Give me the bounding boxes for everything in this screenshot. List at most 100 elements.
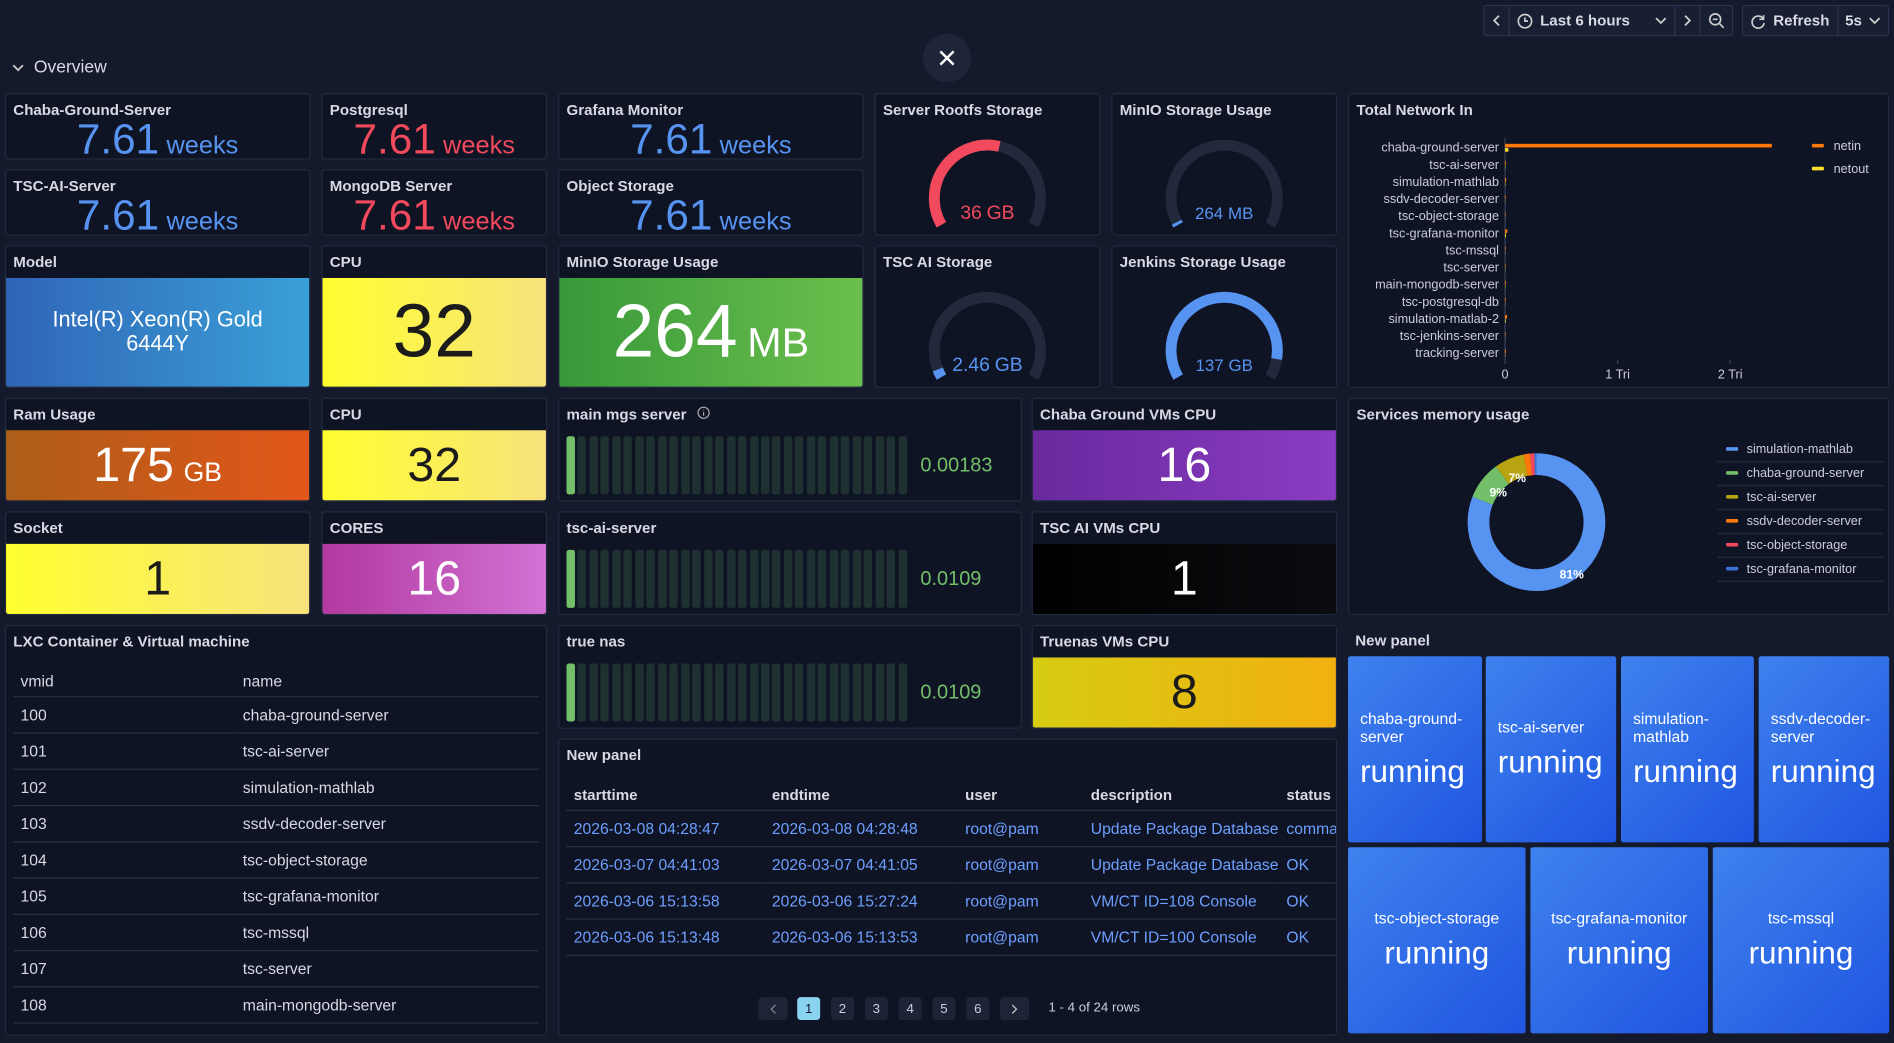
bar-cell [852,663,861,722]
column-header[interactable]: endtime [764,779,958,811]
panel-title[interactable]: Jenkins Storage Usage [1119,253,1286,271]
panel-title[interactable]: Model [13,253,57,271]
panel-title[interactable]: New panel [1355,632,1430,650]
table-cell: OK [1279,882,1336,920]
gauge: 264 MB [1165,139,1283,228]
status-tile[interactable]: tsc-ai-server running [1485,656,1617,843]
bar-cell [852,436,861,495]
stat-value: 8 [1171,666,1198,719]
panel-title[interactable]: TSC AI Storage [882,253,993,271]
zoom-out[interactable] [1701,6,1732,35]
panel: main mgs server 0.00183 [558,397,1022,502]
bar-cell [886,549,896,608]
column-header[interactable]: starttime [566,779,765,811]
bar-cell [566,436,575,495]
stat-value: 7.61 weeks [559,118,862,158]
info-icon [697,406,711,423]
table-cell: simulation-mathlab [235,769,539,807]
table-cell: command 'apt- [1279,810,1336,848]
time-back[interactable] [1485,6,1510,36]
bar-cell [829,436,839,495]
panel-title[interactable]: Chaba-Ground-Server [13,101,172,119]
row-title[interactable]: Overview [33,58,107,78]
panel-title[interactable]: main mgs server [567,406,711,423]
page-button[interactable]: 5 [932,997,956,1021]
page-button[interactable]: 1 [797,997,821,1021]
bar-cell [875,663,884,722]
stat-background: 8 [1032,657,1336,728]
legend-label: netout [1834,162,1870,176]
table-cell: 108 [13,986,236,1024]
panel-title[interactable]: Server Rootfs Storage [882,101,1043,119]
table-cell: 2026-03-06 15:13:53 [764,919,958,957]
page-button[interactable]: 4 [898,997,922,1021]
bar-cell [703,549,713,608]
bar-cell [841,436,850,495]
panel-title[interactable]: tsc-ai-server [566,519,657,537]
unit: GB [987,203,1015,224]
panel-title[interactable]: CPU [329,406,362,424]
panel-title[interactable]: TSC AI VMs CPU [1040,519,1161,537]
page-button[interactable]: 3 [864,997,888,1021]
panel-title[interactable]: MinIO Storage Usage [1119,101,1272,119]
legend-label: ssdv-decoder-server [1747,514,1863,528]
panel-title[interactable]: New panel [566,746,642,764]
page-button[interactable]: 6 [966,997,990,1021]
table-cell: 2026-03-07 04:41:05 [764,846,958,884]
panel-title[interactable]: TSC-AI-Server [13,177,116,195]
page-prev[interactable] [758,997,788,1021]
column-header[interactable]: status [1279,779,1336,811]
column-header[interactable]: description [1083,779,1280,811]
legend-swatch [1811,143,1824,148]
legend-label: tsc-object-storage [1747,538,1848,552]
table-cell: tsc-server [235,950,539,988]
status-tile[interactable]: tsc-grafana-monitor running [1530,847,1708,1034]
column-header[interactable]: name [235,665,539,698]
panel: CORES 16 [321,511,548,616]
category-label: chaba-ground-server [1381,141,1499,155]
bar-cell [749,436,758,495]
page-button[interactable]: 2 [831,997,854,1021]
panel-title[interactable]: Total Network In [1356,101,1473,119]
refresh-interval[interactable]: 5s [1838,6,1889,35]
row-collapse-icon[interactable] [12,63,24,73]
panel-title[interactable]: Chaba Ground VMs CPU [1040,406,1217,424]
status-tile[interactable]: tsc-mssql running [1712,847,1890,1034]
bar [1505,212,1506,216]
bar-cell [898,663,907,722]
panel-title[interactable]: Postgresql [329,101,408,119]
panel-title[interactable]: MongoDB Server [329,177,453,195]
category-label: ssdv-decoder-server [1384,192,1500,206]
panel-title[interactable]: CPU [329,253,362,271]
refresh-button[interactable]: Refresh [1743,6,1838,36]
column-header[interactable]: vmid [13,665,236,698]
column-header[interactable]: user [957,779,1084,811]
panel-title[interactable]: MinIO Storage Usage [566,253,719,271]
panel: MongoDB Server 7.61 weeks [321,169,548,236]
category-label: tsc-ai-server [1429,158,1499,172]
value: 8 [1170,665,1198,720]
time-forward[interactable] [1675,6,1701,36]
panel-title[interactable]: Socket [13,519,63,537]
unit: weeks [443,207,515,236]
panel-title[interactable]: true nas [566,633,626,651]
status-tile[interactable]: simulation-mathlab running [1621,656,1754,843]
panel-title[interactable]: CORES [329,519,384,537]
status-tile[interactable]: ssdv-decoder-server running [1758,656,1890,843]
time-range-label: Last 6 hours [1540,12,1630,30]
panel-title[interactable]: Truenas VMs CPU [1040,633,1170,651]
status-tile[interactable]: tsc-object-storage running [1348,847,1526,1034]
panel-title[interactable]: Services memory usage [1356,406,1530,424]
bar-cell [600,436,610,495]
time-range[interactable]: Last 6 hours [1510,6,1676,36]
panel-title[interactable]: Ram Usage [13,406,96,424]
panel-title[interactable]: LXC Container & Virtual machine [13,633,250,651]
bar-cell [692,549,701,608]
status-tile[interactable]: chaba-ground-server running [1348,656,1483,843]
panel-title[interactable]: Grafana Monitor [566,101,684,119]
value: 7.61 [353,116,436,160]
close-button[interactable] [922,33,972,83]
time-picker: Last 6 hours [1483,4,1734,37]
panel-title[interactable]: Object Storage [566,177,674,195]
page-next[interactable] [1000,997,1030,1021]
